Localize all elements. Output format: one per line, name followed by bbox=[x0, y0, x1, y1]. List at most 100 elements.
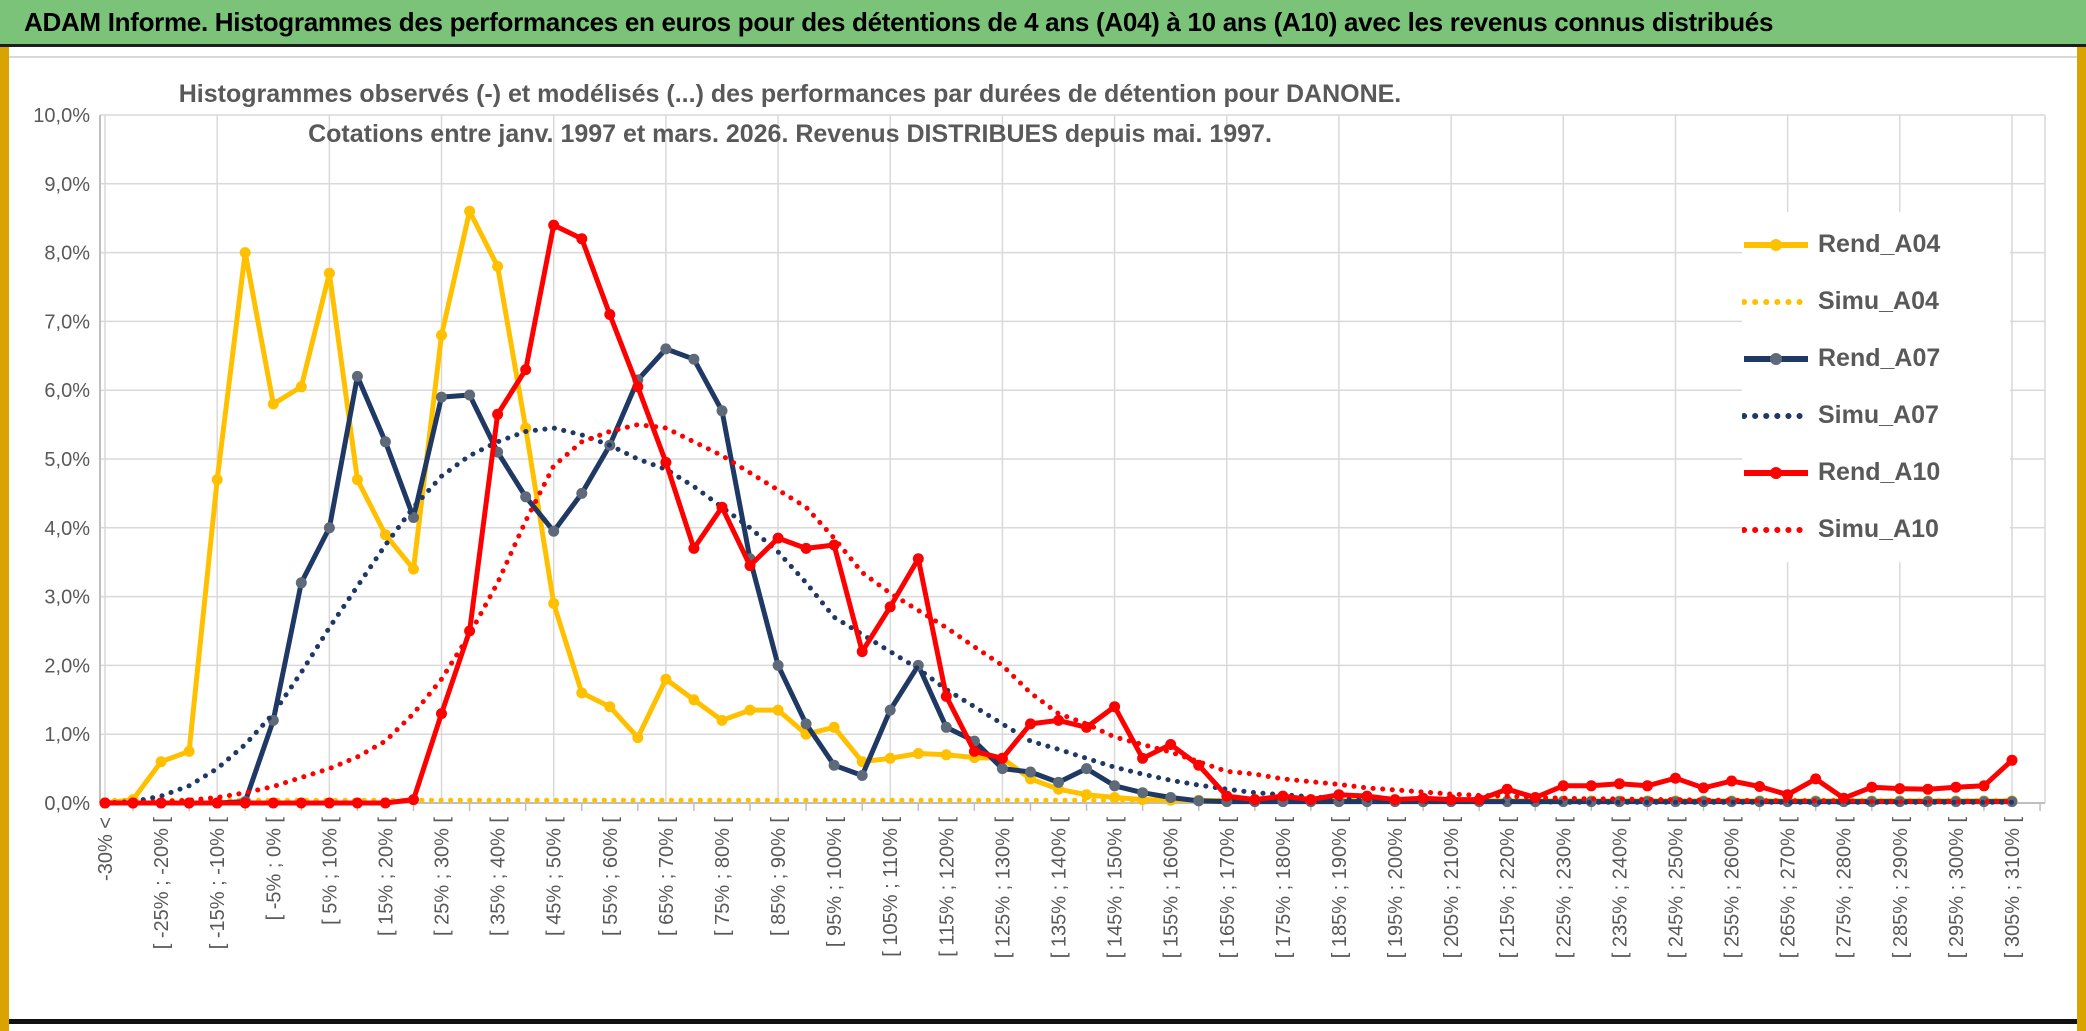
marker-Rend_A04 bbox=[436, 329, 447, 341]
marker-Rend_A04 bbox=[520, 422, 532, 434]
legend-label: Rend_A10 bbox=[1818, 458, 1941, 486]
x-tick-label: -30% < bbox=[95, 817, 117, 881]
marker-Rend_A10 bbox=[660, 456, 672, 468]
legend-item-rend-a07[interactable]: Rend_A07 bbox=[1742, 330, 2010, 387]
legend-item-simu-a04[interactable]: Simu_A04 bbox=[1741, 273, 2010, 330]
marker-Rend_A07 bbox=[548, 525, 560, 537]
marker-Rend_A10 bbox=[1613, 778, 1625, 790]
marker-Rend_A04 bbox=[632, 732, 644, 744]
marker-Rend_A10 bbox=[492, 408, 504, 420]
y-tick-label: 4,0% bbox=[44, 518, 90, 540]
marker-Rend_A10 bbox=[1221, 790, 1233, 802]
x-tick-label: [ 185% ; 190% [ bbox=[1329, 817, 1351, 959]
marker-Rend_A07 bbox=[408, 512, 419, 523]
x-tick-label: [ 245% ; 250% [ bbox=[1665, 817, 1687, 959]
marker-Rend_A10 bbox=[1305, 794, 1317, 806]
x-tick-label: [ 25% ; 30% [ bbox=[432, 817, 454, 936]
marker-Rend_A10 bbox=[1782, 789, 1794, 801]
x-tick-label: [ 165% ; 170% [ bbox=[1217, 817, 1239, 959]
marker-Rend_A10 bbox=[1557, 780, 1569, 792]
legend-sample-simu-a04 bbox=[1741, 295, 1812, 309]
marker-Rend_A04 bbox=[155, 756, 167, 768]
marker-Rend_A10 bbox=[800, 542, 812, 554]
marker-Rend_A10 bbox=[436, 708, 447, 720]
marker-Rend_A10 bbox=[267, 797, 279, 809]
marker-Rend_A07 bbox=[295, 577, 307, 589]
marker-Rend_A07 bbox=[1053, 776, 1064, 788]
marker-Rend_A10 bbox=[1894, 783, 1906, 795]
legend-sample-simu-a07 bbox=[1741, 409, 1812, 423]
marker-Rend_A10 bbox=[1109, 701, 1121, 713]
marker-Rend_A10 bbox=[1333, 789, 1345, 801]
separator-line bbox=[9, 56, 2077, 58]
x-tick-label: [ 145% ; 150% [ bbox=[1105, 817, 1127, 959]
legend-label: Simu_A04 bbox=[1818, 287, 1939, 315]
legend-label: Rend_A07 bbox=[1818, 344, 1941, 372]
y-tick-label: 8,0% bbox=[44, 243, 90, 265]
marker-Rend_A10 bbox=[1726, 775, 1738, 787]
marker-Rend_A10 bbox=[1445, 794, 1457, 806]
marker-Rend_A07 bbox=[1193, 795, 1205, 807]
marker-Rend_A10 bbox=[323, 797, 335, 809]
x-tick-label: [ 225% ; 230% [ bbox=[1553, 817, 1575, 959]
marker-Rend_A10 bbox=[379, 797, 391, 809]
marker-Rend_A04 bbox=[604, 701, 616, 713]
marker-Rend_A04 bbox=[576, 687, 588, 699]
x-tick-label: [ 265% ; 270% [ bbox=[1778, 817, 1800, 959]
marker-Rend_A10 bbox=[1165, 739, 1177, 750]
marker-Rend_A04 bbox=[828, 721, 840, 733]
marker-Rend_A07 bbox=[772, 659, 784, 671]
marker-Rend_A10 bbox=[1501, 783, 1513, 795]
marker-Rend_A07 bbox=[940, 721, 952, 733]
marker-Rend_A04 bbox=[492, 260, 504, 272]
marker-Rend_A10 bbox=[2006, 754, 2018, 766]
legend-sample-rend-a07 bbox=[1742, 352, 1812, 366]
x-tick-label: [ 125% ; 130% [ bbox=[992, 817, 1014, 959]
legend-item-simu-a10[interactable]: Simu_A10 bbox=[1741, 501, 2010, 558]
legend-item-rend-a04[interactable]: Rend_A04 bbox=[1742, 216, 2010, 273]
marker-Rend_A04 bbox=[548, 598, 560, 609]
x-tick-label: [ 95% ; 100% [ bbox=[824, 817, 846, 948]
marker-Rend_A07 bbox=[884, 704, 896, 716]
y-tick-label: 2,0% bbox=[44, 655, 90, 677]
marker-Rend_A10 bbox=[408, 794, 419, 806]
marker-Rend_A10 bbox=[211, 797, 223, 809]
x-tick-label: [ 5% ; 10% [ bbox=[319, 817, 341, 925]
legend-item-simu-a07[interactable]: Simu_A07 bbox=[1741, 387, 2010, 444]
x-tick-label: [ 75% ; 80% [ bbox=[712, 817, 734, 936]
x-tick-label: [ 295% ; 300% [ bbox=[1946, 817, 1968, 959]
x-tick-label: [ 35% ; 40% [ bbox=[488, 817, 510, 936]
x-tick-label: [ 215% ; 220% [ bbox=[1497, 817, 1519, 959]
marker-Rend_A10 bbox=[1585, 780, 1597, 792]
series-Simu_A07[interactable] bbox=[102, 425, 2015, 806]
marker-Rend_A04 bbox=[940, 749, 952, 761]
legend-sample-rend-a04 bbox=[1742, 238, 1812, 252]
marker-Rend_A04 bbox=[1081, 789, 1092, 801]
x-tick-label: [ -25% ; -20% [ bbox=[151, 817, 173, 950]
marker-Rend_A07 bbox=[1137, 787, 1149, 799]
marker-Rend_A07 bbox=[800, 718, 812, 730]
x-tick-label: [ -15% ; -10% [ bbox=[207, 817, 229, 950]
frame-right-strip bbox=[2077, 0, 2086, 1031]
marker-Rend_A10 bbox=[1922, 783, 1934, 795]
y-tick-label: 0,0% bbox=[44, 793, 90, 815]
marker-Rend_A07 bbox=[323, 522, 335, 534]
marker-Rend_A10 bbox=[351, 797, 363, 809]
legend-label: Simu_A10 bbox=[1818, 515, 1939, 543]
legend-item-rend-a10[interactable]: Rend_A10 bbox=[1742, 444, 2010, 501]
marker-Rend_A04 bbox=[464, 205, 476, 217]
marker-Rend_A04 bbox=[660, 673, 672, 685]
y-tick-label: 10,0% bbox=[33, 105, 90, 127]
x-tick-label: [ 65% ; 70% [ bbox=[656, 817, 678, 936]
marker-Rend_A10 bbox=[940, 690, 952, 702]
x-tick-label: [ 45% ; 50% [ bbox=[544, 817, 566, 936]
series-Simu_A10[interactable] bbox=[102, 422, 2015, 806]
marker-Rend_A07 bbox=[464, 389, 476, 401]
marker-Rend_A10 bbox=[996, 752, 1008, 764]
marker-Rend_A07 bbox=[1501, 796, 1513, 808]
marker-Rend_A10 bbox=[604, 309, 616, 320]
marker-Rend_A10 bbox=[1698, 782, 1709, 794]
marker-Rend_A10 bbox=[1025, 718, 1036, 730]
y-tick-label: 7,0% bbox=[44, 311, 90, 333]
